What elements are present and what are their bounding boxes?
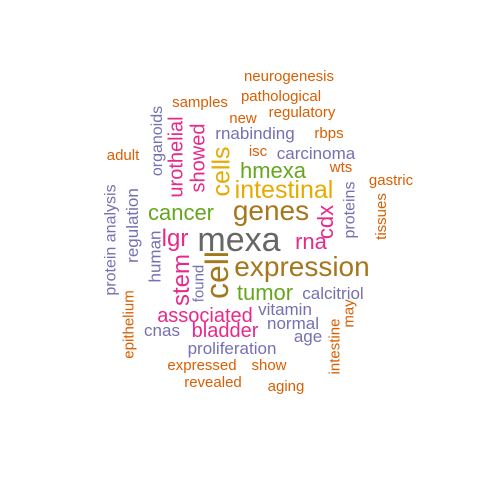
- word-may: may: [340, 298, 358, 328]
- word-tumor: tumor: [236, 280, 294, 305]
- word-lgr: lgr: [161, 225, 189, 252]
- word-hmexa: hmexa: [239, 158, 307, 183]
- word-regulatory: regulatory: [268, 103, 336, 121]
- word-adult: adult: [106, 146, 140, 164]
- word-organoids: organoids: [149, 105, 166, 177]
- word-proliferation: proliferation: [187, 338, 277, 358]
- word-samples: samples: [172, 93, 228, 111]
- word-epithelium: epithelium: [120, 289, 138, 359]
- word-gastric: gastric: [368, 171, 414, 189]
- word-wts: wts: [329, 158, 353, 176]
- word-mexa: mexa: [197, 221, 281, 259]
- word-cnas: cnas: [144, 320, 180, 340]
- word-cells: cells: [207, 145, 236, 197]
- word-bladder: bladder: [191, 320, 259, 342]
- word-genes: genes: [232, 195, 310, 226]
- word-calcitriol: calcitriol: [302, 283, 364, 303]
- word-tissues: tissues: [372, 192, 390, 240]
- word-regulation: regulation: [122, 187, 142, 263]
- word-aging: aging: [267, 377, 305, 395]
- word-found: found: [190, 264, 208, 302]
- word-intestinal: intestinal: [234, 175, 334, 204]
- word-associated: associated: [157, 305, 253, 327]
- word-vitamin: vitamin: [258, 299, 312, 319]
- word-urothelial: urothelial: [165, 116, 188, 198]
- word-cancer: cancer: [147, 200, 215, 225]
- word-showed: showed: [187, 123, 209, 193]
- word-pathological: pathological: [240, 87, 322, 105]
- word-rnabinding: rnabinding: [215, 123, 295, 143]
- word-rna: rna: [295, 229, 327, 254]
- word-new: new: [229, 109, 257, 127]
- word-expressed: expressed: [167, 356, 237, 374]
- word-proteins: proteins: [340, 181, 358, 239]
- word-protein-analysis: protein analysis: [102, 184, 120, 296]
- word-carcinoma: carcinoma: [276, 143, 356, 163]
- word-revealed: revealed: [184, 373, 242, 391]
- word-show: show: [251, 356, 287, 374]
- word-expression: expression: [234, 251, 370, 282]
- word-neurogenesis: neurogenesis: [243, 67, 335, 85]
- word-isc: isc: [248, 142, 268, 160]
- word-age: age: [293, 326, 323, 346]
- word-rbps: rbps: [314, 124, 344, 142]
- word-normal: normal: [267, 313, 319, 333]
